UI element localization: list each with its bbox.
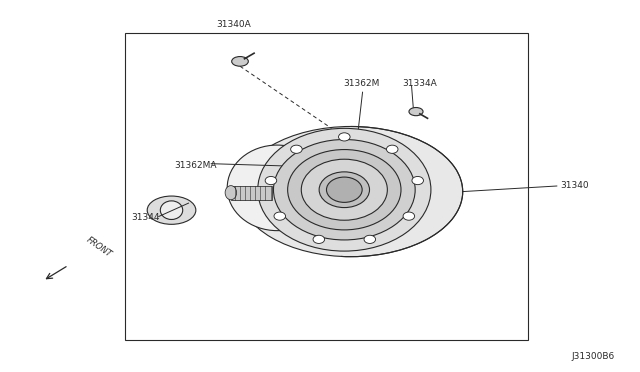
Ellipse shape (291, 145, 302, 153)
Ellipse shape (412, 176, 424, 185)
Ellipse shape (225, 186, 237, 200)
Ellipse shape (403, 212, 415, 220)
Circle shape (239, 126, 463, 257)
Ellipse shape (258, 128, 431, 251)
Text: 31362MA: 31362MA (174, 161, 216, 170)
Ellipse shape (287, 150, 401, 230)
Ellipse shape (274, 212, 285, 220)
Ellipse shape (301, 159, 387, 220)
Text: 31340A: 31340A (216, 20, 251, 29)
Text: FRONT: FRONT (85, 235, 114, 259)
Bar (231, 186, 273, 200)
Ellipse shape (326, 177, 362, 202)
Circle shape (232, 57, 248, 66)
Ellipse shape (227, 145, 327, 231)
Bar (125, 33, 528, 340)
Ellipse shape (265, 176, 276, 185)
Ellipse shape (313, 235, 324, 243)
Ellipse shape (387, 145, 398, 153)
Text: 31344: 31344 (132, 213, 160, 222)
Ellipse shape (161, 201, 183, 219)
Circle shape (147, 196, 196, 224)
Text: 31334A: 31334A (402, 79, 436, 88)
Ellipse shape (364, 235, 376, 243)
Text: 31362M: 31362M (344, 79, 380, 88)
Ellipse shape (339, 133, 350, 141)
Circle shape (409, 108, 423, 116)
Text: J31300B6: J31300B6 (571, 352, 614, 361)
Ellipse shape (319, 172, 369, 208)
Text: 31340: 31340 (560, 182, 589, 190)
Ellipse shape (273, 140, 415, 240)
